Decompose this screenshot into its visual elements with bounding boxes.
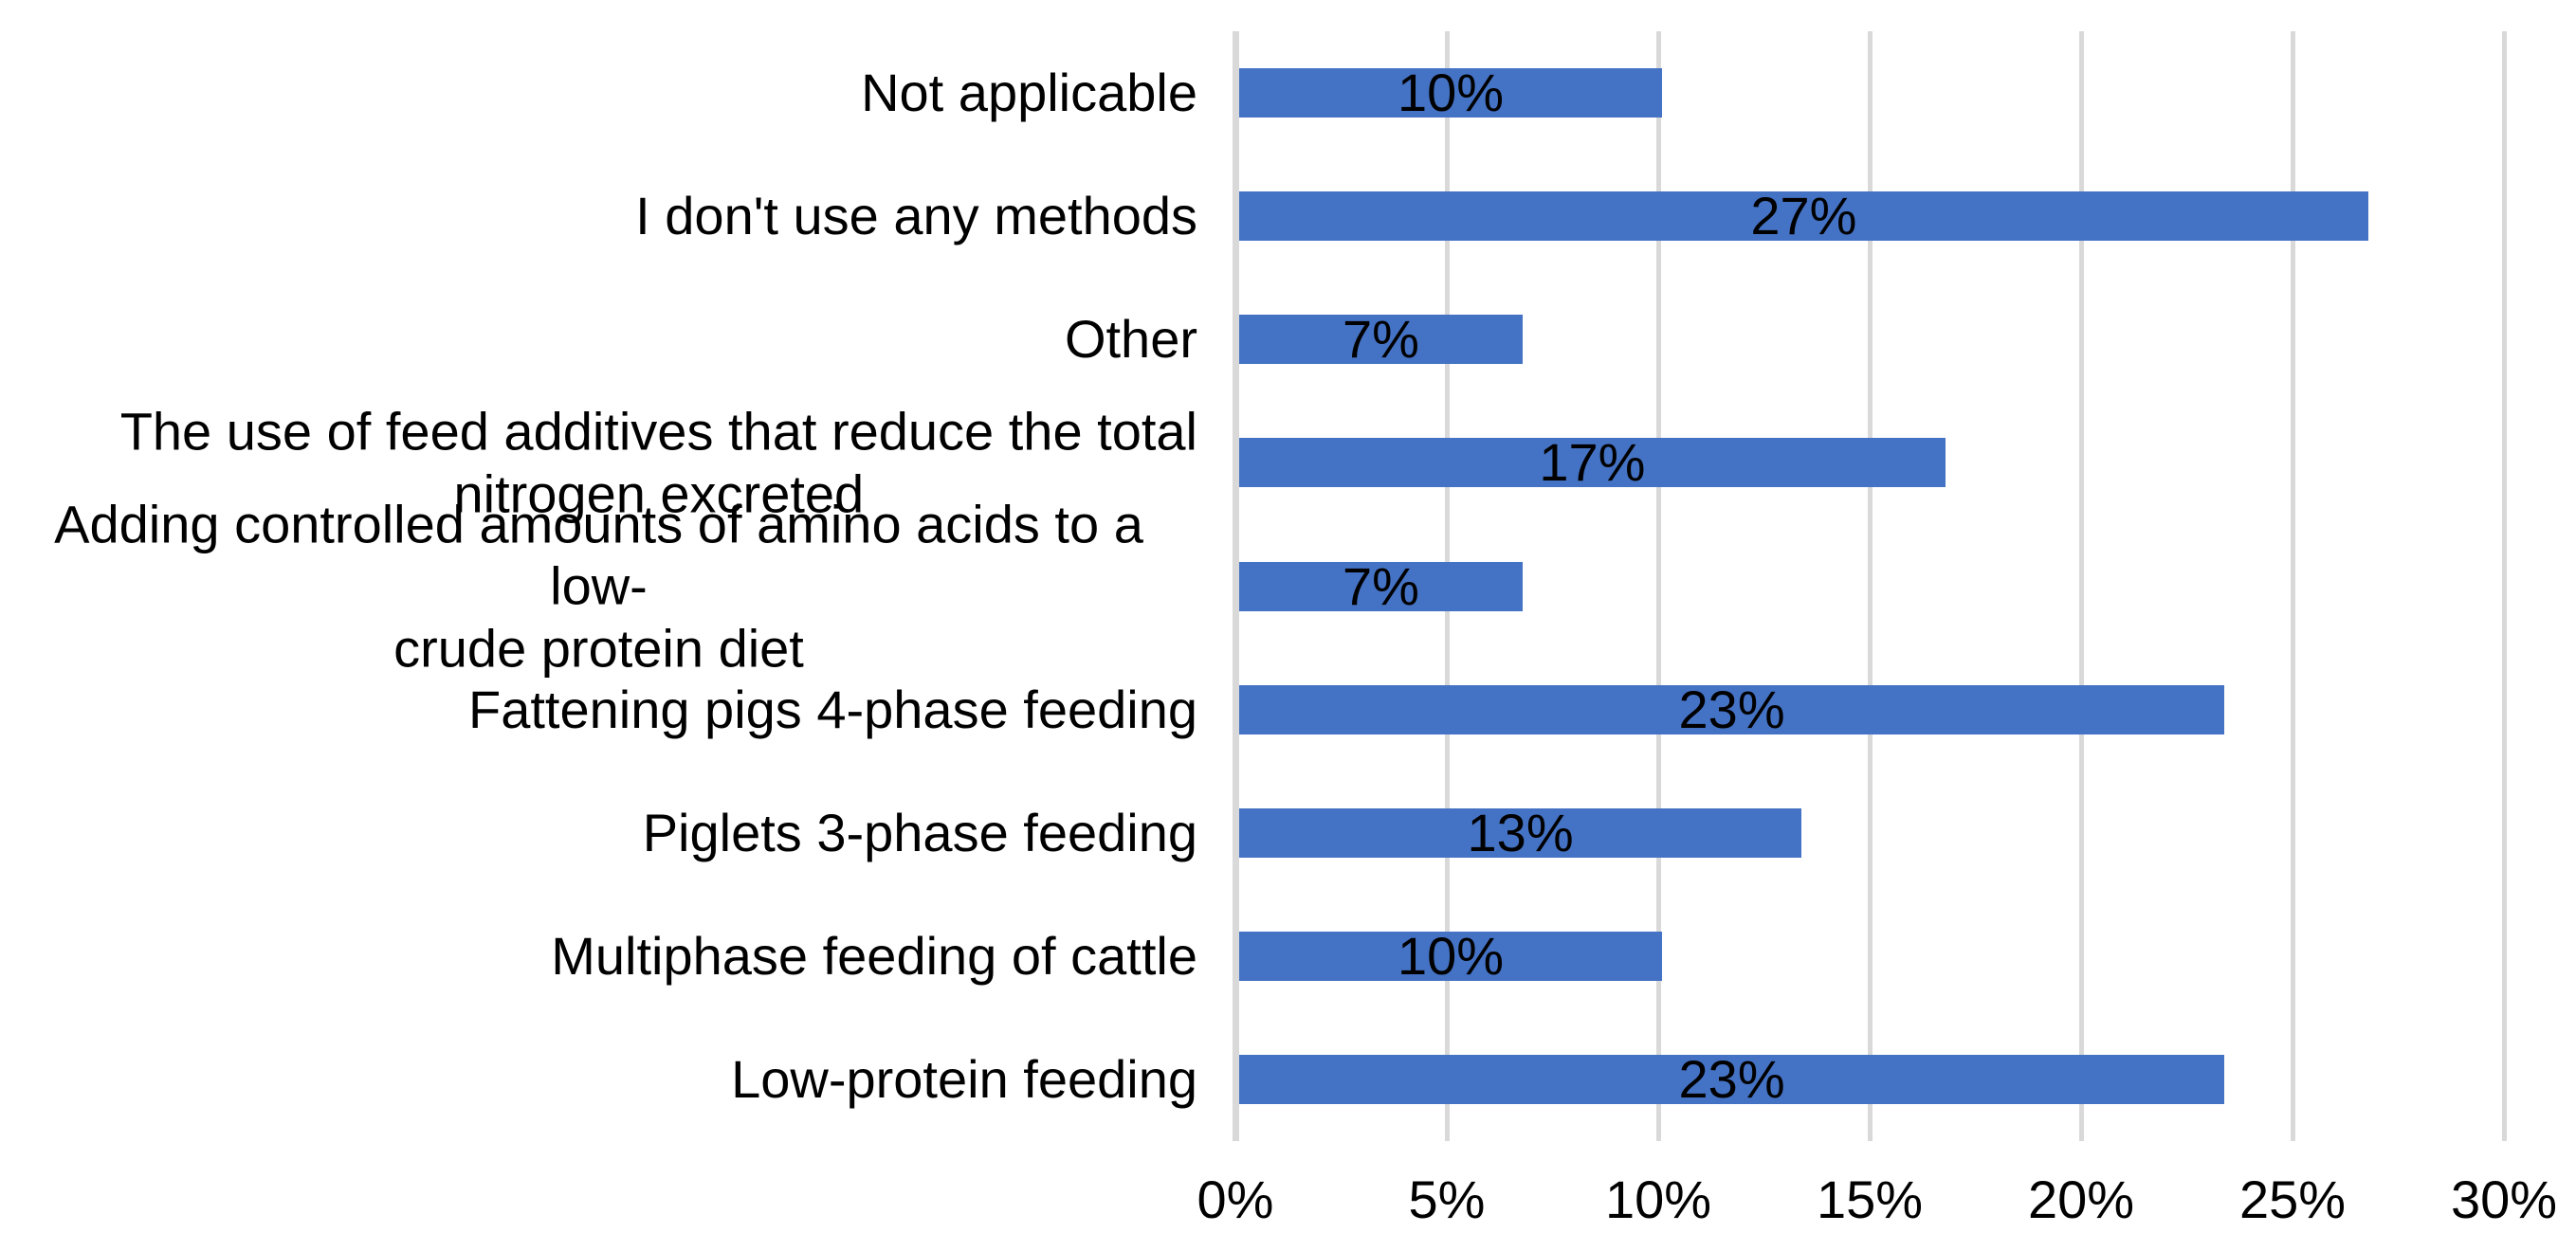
x-axis-tick-label: 15% <box>1816 1169 1924 1229</box>
category-label-row: Multiphase feeding of cattle <box>0 925 1197 988</box>
x-axis-tick-label: 20% <box>2027 1169 2135 1229</box>
category-label: Low-protein feeding <box>731 1049 1197 1110</box>
bar: 7% <box>1239 555 1523 616</box>
value-axis-line <box>1232 31 1239 1141</box>
category-label-row: The use of feed additives that reduce th… <box>0 401 1197 525</box>
x-axis-tick-label: 30% <box>2450 1169 2558 1229</box>
category-label-row: Piglets 3-phase feeding <box>0 802 1197 864</box>
bar: 7% <box>1239 309 1523 370</box>
category-label: Fattening pigs 4-phase feeding <box>468 679 1197 739</box>
gridline <box>2078 31 2084 1141</box>
category-label: The use of feed additives that reduce th… <box>119 401 1197 524</box>
category-label: Not applicable <box>861 63 1197 123</box>
bar-value-label: 10% <box>1397 63 1505 123</box>
bar: 23% <box>1239 1048 2225 1109</box>
bar-value-label: 27% <box>1750 186 1857 246</box>
category-label-row: Other <box>0 309 1197 372</box>
category-label: Adding controlled amounts of amino acids… <box>54 494 1143 679</box>
category-label-row: Fattening pigs 4-phase feeding <box>0 679 1197 741</box>
bar-value-label: 7% <box>1342 555 1419 616</box>
x-axis-tick-label: 0% <box>1197 1169 1274 1229</box>
bar-value-label: 13% <box>1467 802 1574 862</box>
category-label-row: Not applicable <box>0 62 1197 124</box>
gridline <box>2290 31 2295 1141</box>
bar: 27% <box>1239 186 2368 246</box>
gridline <box>2501 31 2507 1141</box>
category-label-row: Low-protein feeding <box>0 1048 1197 1111</box>
category-label: I don't use any methods <box>635 186 1197 246</box>
x-axis-tick-label: 10% <box>1604 1169 1712 1229</box>
bar: 13% <box>1239 802 1802 862</box>
bar-value-label: 23% <box>1678 679 1785 739</box>
bar: 23% <box>1239 679 2225 739</box>
category-label: Other <box>1064 309 1197 370</box>
category-label-row: I don't use any methods <box>0 185 1197 247</box>
gridline <box>1655 31 1661 1141</box>
bar-value-label: 7% <box>1342 309 1419 370</box>
category-label-row: Adding controlled amounts of amino acids… <box>0 493 1197 680</box>
category-label: Piglets 3-phase feeding <box>642 802 1197 862</box>
bar-value-label: 23% <box>1678 1048 1785 1109</box>
bar: 10% <box>1239 63 1662 123</box>
bar-value-label: 17% <box>1539 432 1646 493</box>
x-axis-tick-label: 5% <box>1408 1169 1486 1229</box>
bar: 10% <box>1239 925 1662 986</box>
x-axis-tick-label: 25% <box>2238 1169 2347 1229</box>
bar: 17% <box>1239 432 1946 493</box>
category-label: Multiphase feeding of cattle <box>551 926 1197 987</box>
bar-value-label: 10% <box>1397 925 1505 986</box>
gridline <box>1867 31 1873 1141</box>
